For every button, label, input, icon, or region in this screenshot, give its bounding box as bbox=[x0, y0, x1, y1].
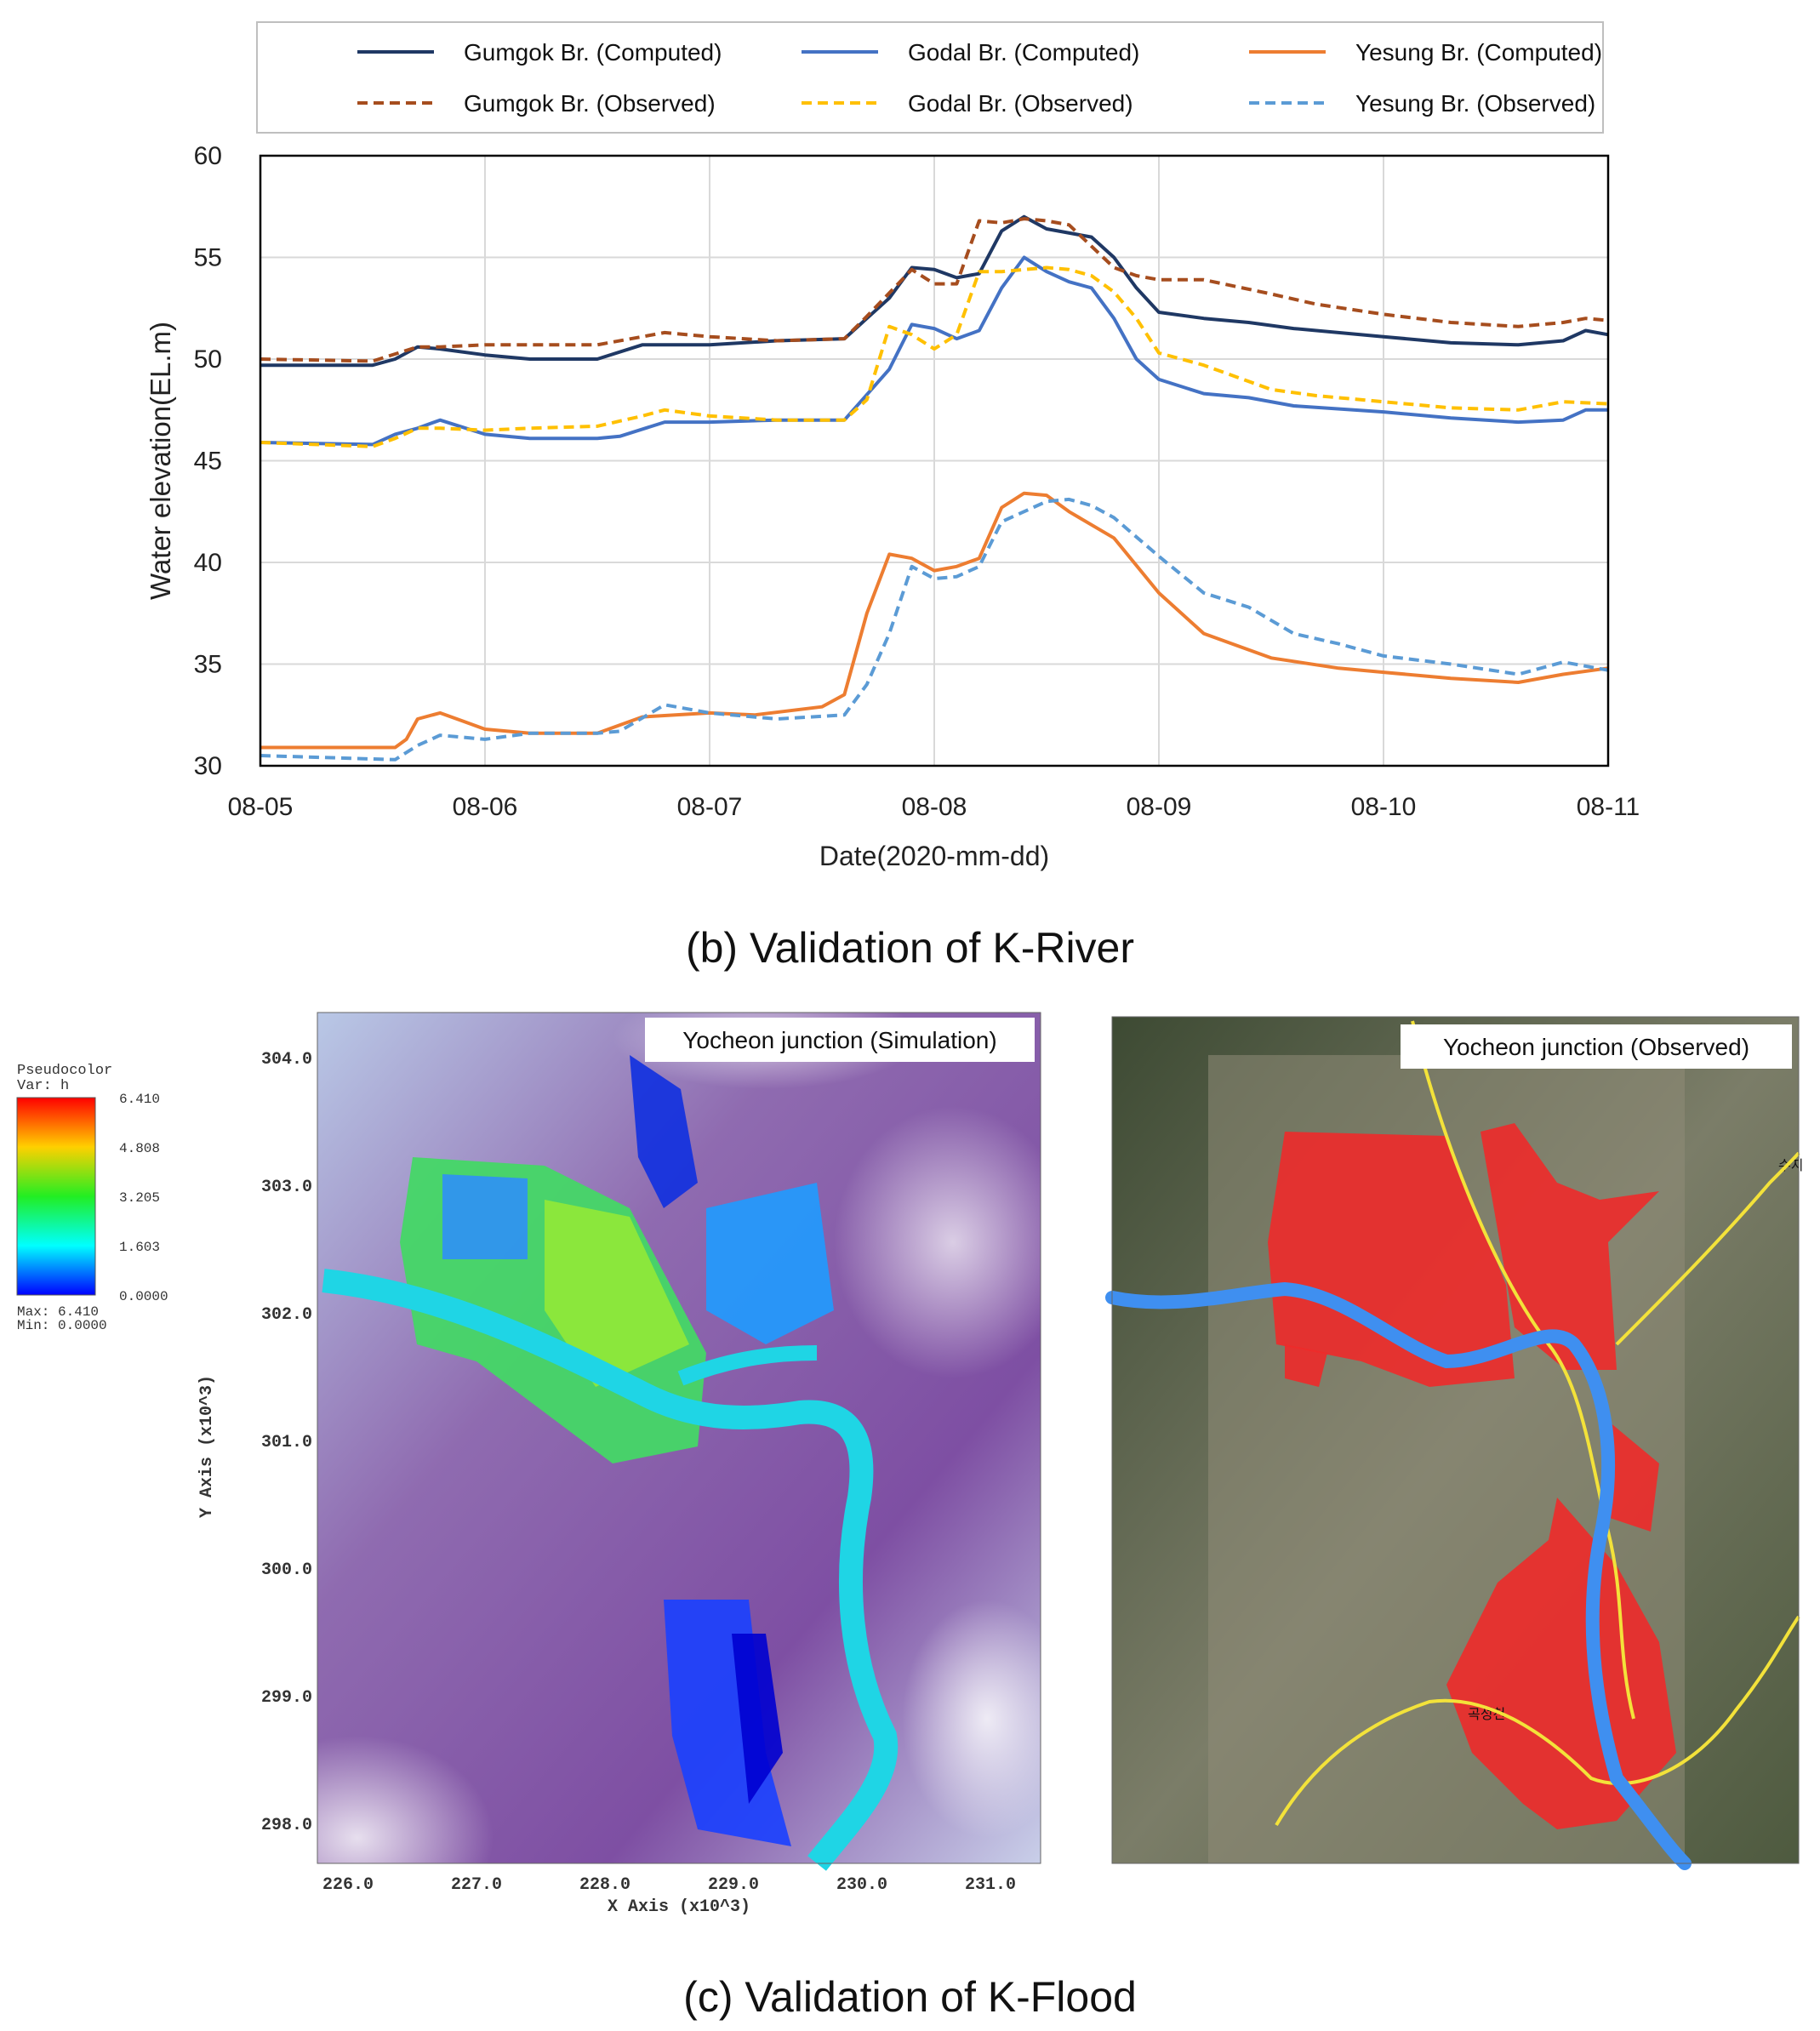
line-chart: 30 35 40 45 50 55 60 08-05 08-06 08-07 08-08 08-09 0… bbox=[145, 21, 1640, 871]
flood-figure: Pseudocolor Var: h 6.410 4.808 3.205 1.6… bbox=[16, 987, 1803, 1940]
caption-k-flood: (c) Validation of K-Flood bbox=[683, 1973, 1137, 2021]
y-tick-label: 40 bbox=[194, 549, 222, 577]
series-line bbox=[260, 214, 1609, 368]
colorbar-tick: 3.205 bbox=[119, 1190, 160, 1206]
y-axis-label: Water elevation(EL.m) bbox=[145, 322, 176, 600]
colorbar-var: Var: h bbox=[17, 1078, 69, 1094]
legend-label: Yesung Br. (Observed) bbox=[1355, 90, 1595, 117]
y-tick-label: 30 bbox=[194, 752, 222, 780]
y-tick: 298.0 bbox=[261, 1816, 312, 1835]
colorbar-legend: Pseudocolor Var: h 6.410 4.808 3.205 1.6… bbox=[16, 1063, 168, 1333]
legend-label: Gumgok Br. (Observed) bbox=[464, 90, 716, 117]
caption-k-river: (b) Validation of K-River bbox=[685, 924, 1135, 972]
x-tick: 228.0 bbox=[579, 1875, 630, 1895]
legend-label: Godal Br. (Computed) bbox=[908, 39, 1139, 66]
x-tick: 231.0 bbox=[965, 1875, 1016, 1895]
x-tick: 226.0 bbox=[322, 1875, 374, 1895]
colorbar-max: Max: 6.410 bbox=[17, 1304, 99, 1320]
series-line bbox=[260, 217, 1609, 363]
colorbar-title: Pseudocolor bbox=[17, 1063, 112, 1079]
legend-box bbox=[256, 21, 1604, 134]
simulation-map: Yocheon junction (Simulation) 304.0 303.… bbox=[197, 987, 1072, 1940]
series-line bbox=[260, 255, 1608, 447]
x-tick: 227.0 bbox=[451, 1875, 502, 1895]
simulation-label-box bbox=[645, 1018, 1035, 1062]
x-tick-label: 08-05 bbox=[228, 793, 294, 821]
x-tick: 230.0 bbox=[836, 1875, 887, 1895]
colorbar-tick: 4.808 bbox=[119, 1141, 160, 1156]
x-tick-label: 08-10 bbox=[1351, 793, 1417, 821]
x-axis-label: X Axis (x10^3) bbox=[608, 1897, 750, 1917]
x-tick-label: 08-06 bbox=[453, 793, 518, 821]
y-tick: 302.0 bbox=[261, 1305, 312, 1325]
x-tick-label: 08-09 bbox=[1127, 793, 1192, 821]
simulation-label: Yocheon junction (Simulation) bbox=[682, 1027, 996, 1053]
x-tick-label: 08-08 bbox=[902, 793, 967, 821]
series-line bbox=[260, 265, 1609, 448]
y-tick: 300.0 bbox=[261, 1560, 312, 1580]
y-tick: 299.0 bbox=[261, 1688, 312, 1708]
series-line bbox=[260, 491, 1609, 750]
y-tick-label: 50 bbox=[194, 345, 222, 374]
colorbar-gradient bbox=[16, 1097, 96, 1296]
x-tick-label: 08-07 bbox=[677, 793, 743, 821]
x-axis-label: Date(2020-mm-dd) bbox=[819, 841, 1049, 871]
y-tick-label: 60 bbox=[194, 142, 222, 170]
y-tick: 304.0 bbox=[261, 1050, 312, 1070]
legend-label: Yesung Br. (Computed) bbox=[1355, 39, 1602, 66]
series-line bbox=[260, 497, 1609, 762]
plot-frame bbox=[259, 154, 1610, 767]
colorbar-tick: 0.0000 bbox=[119, 1289, 168, 1304]
y-tick: 301.0 bbox=[261, 1433, 312, 1452]
legend-label: Gumgok Br. (Computed) bbox=[464, 39, 722, 66]
observed-label: Yocheon junction (Observed) bbox=[1443, 1034, 1749, 1060]
x-tick-label: 08-11 bbox=[1577, 793, 1640, 821]
colorbar-tick: 6.410 bbox=[119, 1092, 160, 1107]
y-tick: 303.0 bbox=[261, 1178, 312, 1197]
colorbar-tick: 1.603 bbox=[119, 1240, 160, 1255]
y-tick-label: 35 bbox=[194, 651, 222, 679]
y-axis-label: Y Axis (x10^3) bbox=[197, 1375, 217, 1518]
observed-label-box bbox=[1401, 1024, 1792, 1069]
observed-map: 곡성천 수지 Yocheon junction (Observed) bbox=[1105, 1016, 1803, 1870]
legend-label: Godal Br. (Observed) bbox=[908, 90, 1133, 117]
y-tick-label: 55 bbox=[194, 244, 222, 272]
y-tick-label: 45 bbox=[194, 448, 222, 476]
x-tick: 229.0 bbox=[708, 1875, 759, 1895]
colorbar-min: Min: 0.0000 bbox=[17, 1318, 107, 1333]
